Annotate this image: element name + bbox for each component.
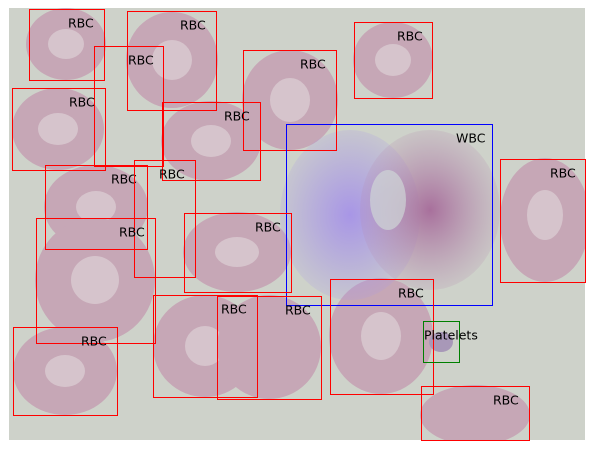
box-label: RBC <box>550 166 576 181</box>
bounding-box <box>217 296 322 400</box>
bounding-box <box>286 124 493 306</box>
bounding-box <box>354 22 433 99</box>
box-label: RBC <box>81 334 107 349</box>
box-label: RBC <box>119 225 145 240</box>
micrograph <box>9 8 585 440</box>
bounding-box <box>153 295 258 398</box>
box-label: WBC <box>456 131 486 146</box>
bounding-box <box>162 102 261 181</box>
box-label: RBC <box>398 286 424 301</box>
box-label: Platelets <box>424 328 478 343</box>
box-label: RBC <box>128 53 154 68</box>
bounding-box <box>45 165 148 250</box>
bounding-box <box>127 11 217 111</box>
box-label: RBC <box>300 57 326 72</box>
bounding-box <box>423 321 460 363</box>
bounding-box <box>184 213 292 293</box>
bounding-box <box>243 50 337 151</box>
box-label: RBC <box>68 16 94 31</box>
annotations: RBC RBC RBC RBC RBC RBC RBC WBC RBC RBC RBC RBC RBC R… <box>12 9 586 441</box>
box-label: RBC <box>111 172 137 187</box>
bounding-box <box>330 279 434 395</box>
bounding-box <box>94 46 164 167</box>
bounding-box <box>421 386 530 441</box>
box-label: RBC <box>224 109 250 124</box>
white-cell <box>280 130 500 300</box>
box-label: RBC <box>180 18 206 33</box>
bounding-box <box>36 218 156 344</box>
bounding-box <box>500 159 586 283</box>
box-label: RBC <box>221 302 247 317</box>
box-label: RBC <box>397 29 423 44</box>
box-label: RBC <box>285 303 311 318</box>
bounding-box <box>12 88 106 171</box>
box-label: RBC <box>493 393 519 408</box>
box-label: RBC <box>159 167 185 182</box>
box-label: RBC <box>255 220 281 235</box>
platelet <box>429 332 453 352</box>
bounding-box <box>29 9 105 81</box>
bounding-box <box>13 327 118 416</box>
box-label: RBC <box>69 95 95 110</box>
